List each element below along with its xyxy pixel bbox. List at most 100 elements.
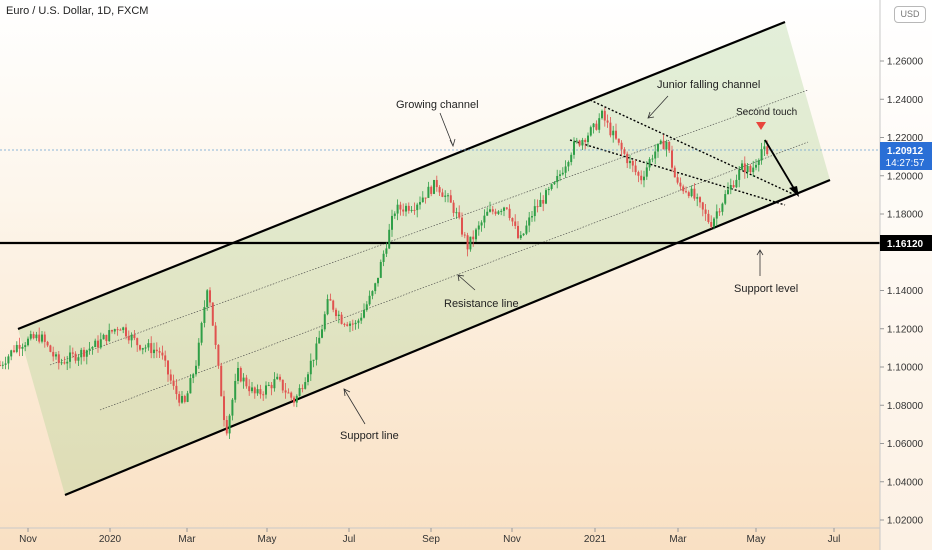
candle	[461, 212, 463, 237]
candle	[449, 189, 452, 203]
candle	[368, 290, 371, 306]
x-tick-label: Nov	[503, 534, 521, 545]
x-tick-label: Sep	[422, 534, 440, 545]
y-tick-label: 1.10000	[887, 363, 924, 374]
x-tick-label: 2020	[99, 534, 122, 545]
candle	[654, 144, 657, 165]
candle	[687, 190, 690, 199]
y-tick-label: 1.24000	[887, 95, 924, 106]
candle	[337, 310, 340, 324]
candle	[673, 165, 676, 178]
candle	[197, 338, 200, 369]
candle	[491, 205, 494, 215]
candle	[671, 145, 673, 172]
candle	[575, 137, 578, 144]
candle	[169, 369, 172, 384]
channel-lower-line	[64, 178, 831, 497]
candle	[542, 195, 545, 212]
candle	[309, 353, 312, 381]
candle	[634, 159, 637, 176]
candle	[475, 227, 477, 242]
channel-mid-line	[49, 89, 809, 366]
candle	[545, 188, 547, 205]
candle	[528, 211, 531, 233]
candle	[581, 137, 584, 151]
candle	[617, 138, 620, 146]
y-tick-label: 1.26000	[887, 57, 924, 68]
candle	[533, 199, 536, 222]
candle	[206, 289, 209, 311]
projection-arrow	[764, 139, 799, 197]
candle	[290, 391, 293, 402]
candle	[606, 114, 609, 128]
candle	[430, 185, 433, 197]
candle	[519, 231, 522, 240]
candle	[463, 231, 466, 239]
candle	[105, 334, 108, 346]
candle	[192, 372, 195, 384]
candle	[578, 139, 581, 147]
candle	[620, 140, 623, 156]
candle	[427, 181, 430, 198]
candle	[209, 287, 211, 307]
y-tick-label: 1.14000	[887, 286, 924, 297]
candle	[351, 319, 354, 331]
candle	[659, 139, 662, 145]
candle	[508, 204, 511, 221]
support-level-tag: 1.16120	[880, 235, 932, 251]
candle	[517, 221, 519, 240]
candle	[525, 220, 528, 236]
current-price-value: 1.20912	[887, 146, 924, 157]
candle	[248, 379, 251, 396]
currency-badge[interactable]: USD	[894, 6, 926, 23]
candle	[220, 362, 223, 397]
candle	[749, 164, 752, 174]
chart-title: Euro / U.S. Dollar, 1D, FXCM	[6, 5, 149, 17]
candle	[111, 329, 113, 334]
candle	[46, 340, 49, 348]
candle	[729, 178, 732, 195]
candle	[141, 347, 144, 355]
candle	[360, 312, 363, 324]
candle	[589, 125, 592, 137]
candle	[573, 137, 575, 159]
candle	[203, 300, 206, 328]
candle	[503, 206, 505, 217]
candle	[295, 394, 298, 408]
candle	[382, 250, 385, 267]
candle	[223, 390, 225, 427]
candle	[550, 183, 553, 191]
candle	[676, 173, 679, 185]
candle	[267, 381, 270, 387]
candle	[452, 200, 455, 217]
candle	[757, 158, 760, 172]
candle	[43, 331, 46, 348]
candle	[699, 196, 701, 208]
candle	[13, 345, 15, 354]
candle	[735, 174, 738, 189]
candle	[60, 358, 63, 366]
candle	[497, 210, 500, 215]
candle	[413, 202, 416, 215]
candle	[312, 359, 315, 368]
x-tick-label: Nov	[19, 534, 37, 545]
candle	[38, 327, 41, 344]
candle	[253, 386, 256, 399]
candle	[122, 326, 125, 334]
candle	[164, 350, 167, 367]
candle	[592, 123, 595, 134]
candle	[349, 321, 351, 333]
candle	[83, 347, 85, 362]
candle	[239, 366, 242, 383]
candle	[32, 331, 35, 340]
candle	[710, 215, 713, 229]
candle	[228, 413, 231, 440]
candle	[643, 170, 645, 188]
candle	[281, 379, 284, 394]
candle	[668, 141, 671, 153]
candles	[0, 107, 769, 440]
candle	[536, 199, 539, 213]
candle	[419, 196, 421, 210]
candle	[511, 217, 514, 227]
candle	[447, 192, 449, 203]
